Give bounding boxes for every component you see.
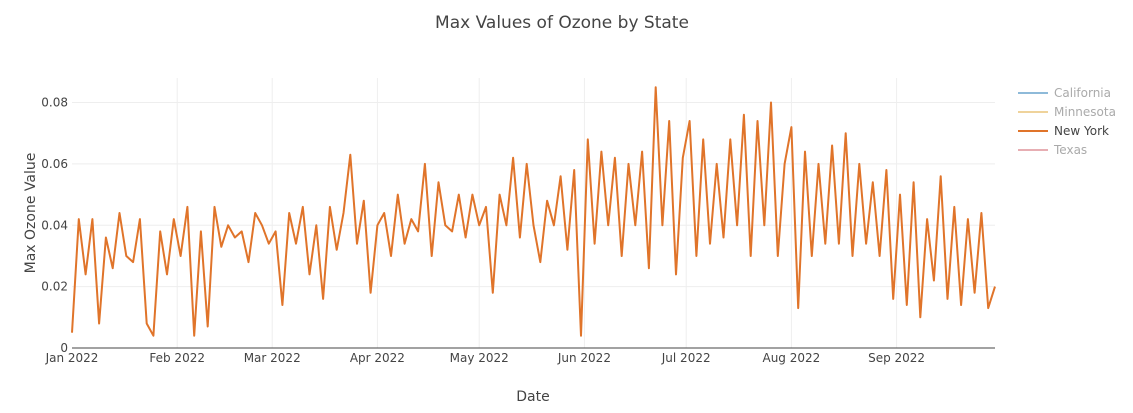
y-tick-label: 0.02 [41,280,68,294]
gridlines [72,78,995,348]
x-tick-label: Apr 2022 [350,351,405,365]
x-tick-label: Feb 2022 [149,351,205,365]
x-tick-label: Jun 2022 [557,351,611,365]
y-tick-label: 0.04 [41,218,68,232]
x-tick-label: Jul 2022 [661,351,711,365]
chart-title: Max Values of Ozone by State [435,13,689,33]
x-tick-label: Sep 2022 [868,351,925,365]
legend: California Minnesota New York Texas [1018,86,1116,157]
y-tick-label: 0 [60,341,68,355]
x-tick-label: May 2022 [450,351,509,365]
legend-item[interactable]: California [1054,86,1111,100]
legend-item[interactable]: New York [1054,124,1109,138]
series-line-new-york [71,86,996,337]
y-tick-labels: 0 0.02 0.04 0.06 0.08 [41,96,68,355]
y-tick-label: 0.06 [41,157,68,171]
y-axis-title: Max Ozone Value [23,153,39,274]
x-tick-label: Jan 2022 [45,351,99,365]
series-layer [71,86,996,337]
x-axis-title: Date [516,389,549,405]
y-tick-label: 0.08 [41,96,68,110]
x-tick-labels: Jan 2022 Feb 2022 Mar 2022 Apr 2022 May 2022… [45,351,926,365]
x-tick-label: Aug 2022 [762,351,820,365]
x-tick-label: Mar 2022 [244,351,301,365]
legend-item[interactable]: Minnesota [1054,105,1116,119]
legend-item[interactable]: Texas [1053,143,1087,157]
